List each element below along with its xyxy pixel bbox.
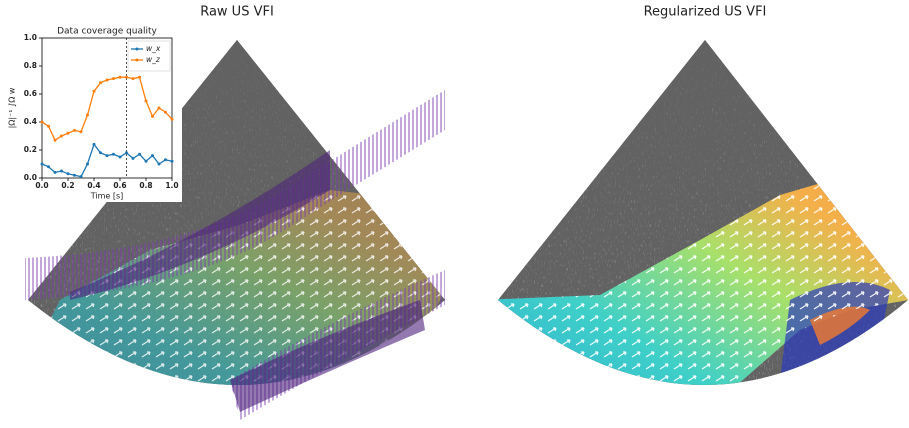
y-tick-label: 0.6 — [24, 89, 37, 98]
data-point — [80, 130, 83, 133]
data-point — [158, 107, 161, 110]
y-tick-label: 0.8 — [24, 61, 37, 70]
x-tick-label: 0.6 — [113, 181, 126, 190]
chart-title: Data coverage quality — [57, 27, 157, 37]
x-tick-label: 0.2 — [61, 181, 74, 190]
x-tick-label: 0.4 — [87, 181, 100, 190]
data-point — [151, 115, 154, 118]
data-point — [41, 121, 44, 124]
data-point — [132, 77, 135, 80]
y-tick-label: 0.2 — [24, 145, 37, 154]
data-point — [60, 135, 63, 138]
legend-label: w_z — [146, 55, 161, 64]
data-point — [86, 114, 89, 117]
data-point — [54, 139, 57, 142]
data-point — [99, 81, 102, 84]
data-point — [138, 76, 141, 79]
y-tick-label: 1.0 — [24, 33, 37, 42]
data-point — [93, 90, 96, 93]
ultrasound-regularized — [480, 30, 909, 424]
data-point — [47, 125, 50, 128]
data-point — [112, 77, 115, 80]
data-point — [125, 151, 128, 154]
legend-label: w_x — [146, 44, 161, 53]
data-point — [67, 172, 70, 175]
data-point — [73, 129, 76, 132]
data-point — [80, 175, 83, 178]
data-point — [138, 153, 141, 156]
x-axis-label: Time [s] — [90, 192, 124, 201]
data-point — [106, 79, 109, 82]
panel-title: Raw US VFI — [200, 5, 274, 20]
data-point — [125, 76, 128, 79]
data-point — [60, 170, 63, 173]
data-point — [54, 171, 57, 174]
data-point — [93, 143, 96, 146]
data-point — [164, 111, 167, 114]
figure: Raw US VFI Regularized US VFI Data cover… — [0, 0, 909, 424]
data-point — [151, 154, 154, 157]
legend-marker — [136, 48, 139, 51]
data-point — [145, 160, 148, 163]
data-point — [41, 163, 44, 166]
data-point — [73, 174, 76, 177]
data-point — [99, 151, 102, 154]
legend-marker — [136, 59, 139, 62]
data-point — [47, 165, 50, 168]
data-point — [67, 132, 70, 135]
data-point — [119, 156, 122, 159]
data-point — [164, 158, 167, 161]
panel-title: Regularized US VFI — [644, 5, 767, 20]
x-tick-label: 0.8 — [139, 181, 152, 190]
data-point — [86, 163, 89, 166]
data-point — [171, 118, 174, 121]
x-tick-label: 1.0 — [165, 181, 178, 190]
data-point — [106, 154, 109, 157]
x-tick-label: 0.0 — [35, 181, 48, 190]
data-point — [132, 157, 135, 160]
data-point — [112, 153, 115, 156]
y-axis-label: |Ω|⁻¹ ∫Ω w — [8, 87, 17, 128]
data-point — [145, 100, 148, 103]
data-point — [158, 163, 161, 166]
data-point — [119, 76, 122, 79]
data-point — [171, 160, 174, 163]
y-tick-label: 0.4 — [24, 117, 37, 126]
y-tick-label: 0.0 — [24, 173, 37, 182]
